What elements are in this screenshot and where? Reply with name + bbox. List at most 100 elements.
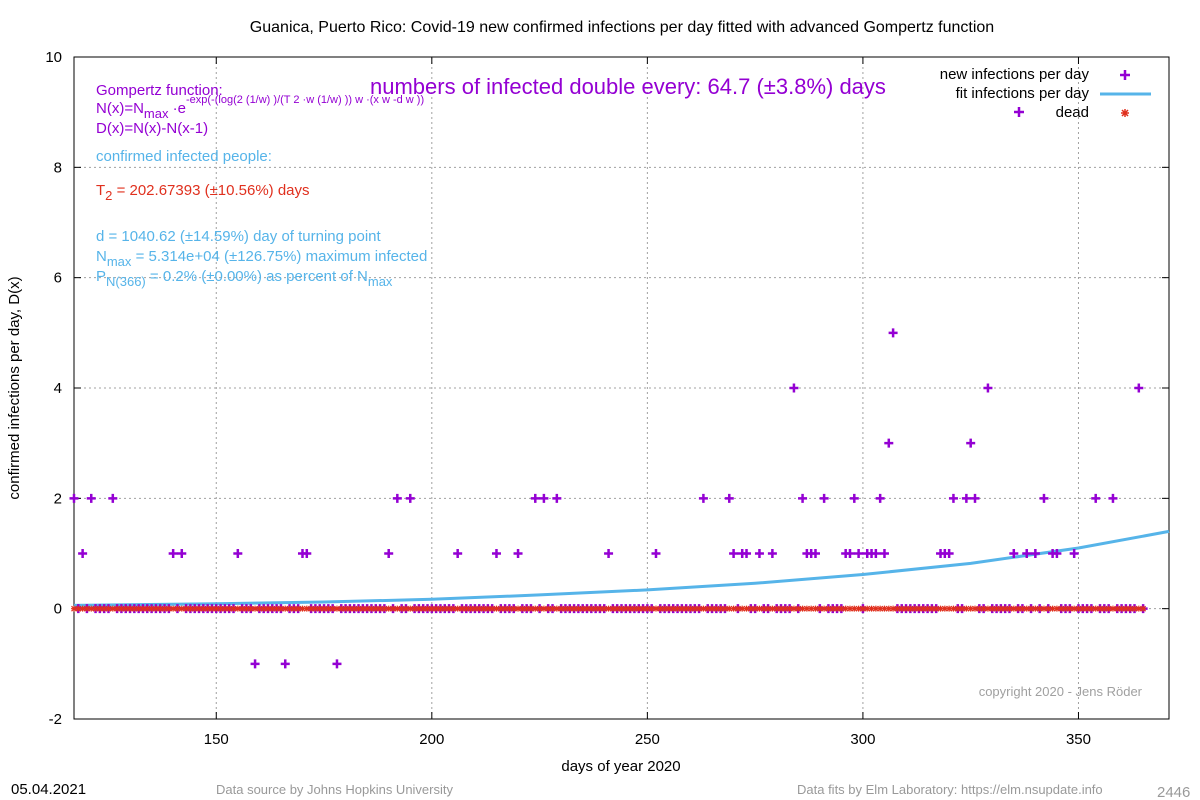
dead-point	[458, 605, 465, 612]
dead-point	[277, 605, 284, 612]
dead-point	[101, 605, 108, 612]
infection-point	[810, 549, 820, 558]
dead-point	[1122, 605, 1129, 612]
dead-point	[661, 605, 668, 612]
dead-point	[368, 605, 375, 612]
dead-point	[204, 605, 211, 612]
dead-point	[730, 605, 737, 612]
dead-point	[885, 605, 892, 612]
infection-point	[798, 493, 808, 503]
dead-point	[765, 605, 772, 612]
dead-point	[821, 605, 828, 612]
x-tick-label: 350	[1066, 731, 1091, 748]
dead-point	[532, 605, 539, 612]
infection-point	[513, 549, 523, 558]
dead-point	[640, 605, 647, 612]
dead-point	[446, 605, 453, 612]
dead-point	[911, 605, 918, 612]
infection-point	[539, 493, 549, 503]
dead-point	[739, 605, 746, 612]
dead-point	[545, 605, 552, 612]
dead-point	[717, 605, 724, 612]
x-tick-label: 150	[204, 731, 229, 748]
dead-point	[609, 605, 616, 612]
gompertz-formula-d: D(x)=N(x)-N(x-1)	[96, 120, 208, 137]
infection-point	[983, 383, 993, 393]
dead-point	[622, 605, 629, 612]
dead-point	[782, 605, 789, 612]
dead-point	[644, 605, 651, 612]
dead-point	[428, 605, 435, 612]
infection-point	[604, 549, 614, 558]
dead-point	[424, 605, 431, 612]
dead-point	[756, 605, 763, 612]
dead-point	[579, 605, 586, 612]
infection-point	[1134, 383, 1144, 393]
dead-point	[139, 605, 146, 612]
dead-point	[118, 605, 125, 612]
dead-point	[355, 605, 362, 612]
infection-point	[108, 493, 118, 503]
dead-point	[1015, 605, 1022, 612]
legend: new infections per day fit infections pe…	[940, 66, 1151, 121]
dead-point	[687, 605, 694, 612]
dead-point	[859, 605, 866, 612]
fit-line	[73, 529, 1170, 607]
infection-point	[742, 549, 752, 558]
dead-point	[144, 605, 151, 612]
x-axis-label: days of year 2020	[561, 758, 680, 775]
dead-point	[928, 605, 935, 612]
infection-point	[961, 493, 971, 503]
dead-point	[1118, 605, 1125, 612]
infection-point	[849, 493, 859, 503]
dead-point	[420, 605, 427, 612]
infection-point	[944, 549, 954, 558]
dead-point	[157, 605, 164, 612]
dead-point	[208, 605, 215, 612]
dead-point	[303, 605, 310, 612]
dead-point	[980, 605, 987, 612]
dead-point	[493, 605, 500, 612]
dead-point	[239, 605, 246, 612]
dead-point	[407, 605, 414, 612]
dead-point	[1066, 605, 1073, 612]
dead-point	[1127, 605, 1134, 612]
dead-point	[1140, 605, 1147, 612]
dead-point	[351, 605, 358, 612]
dead-point	[415, 605, 422, 612]
infection-point	[729, 549, 739, 558]
dead-point	[920, 605, 927, 612]
dead-point	[967, 605, 974, 612]
dead-point	[75, 605, 82, 612]
dead-point	[846, 605, 853, 612]
infection-point	[871, 549, 881, 558]
legend-symbol-dead	[1121, 109, 1129, 117]
dead-point	[588, 605, 595, 612]
dead-point	[635, 605, 642, 612]
dead-point	[670, 605, 677, 612]
infection-point	[651, 549, 661, 558]
dead-point	[1105, 605, 1112, 612]
dead-point	[338, 605, 345, 612]
infection-point	[1052, 549, 1062, 558]
dead-point	[596, 605, 603, 612]
infection-point	[1091, 493, 1101, 503]
dead-point	[540, 605, 547, 612]
dead-point	[1062, 605, 1069, 612]
x-tick-label: 250	[635, 731, 660, 748]
dead-point	[674, 605, 681, 612]
fit-line-layer	[73, 529, 1170, 607]
infection-point	[384, 549, 394, 558]
dead-point	[187, 605, 194, 612]
dead-point	[217, 605, 224, 612]
dead-point	[161, 605, 168, 612]
infection-point	[819, 493, 829, 503]
dead-point	[243, 605, 250, 612]
dead-point	[333, 605, 340, 612]
confirmed-label: confirmed infected people:	[96, 148, 272, 165]
dead-point	[480, 605, 487, 612]
infection-point	[884, 438, 894, 448]
dead-point	[273, 605, 280, 612]
legend-label-fit: fit infections per day	[956, 85, 1090, 102]
dead-point	[402, 605, 409, 612]
